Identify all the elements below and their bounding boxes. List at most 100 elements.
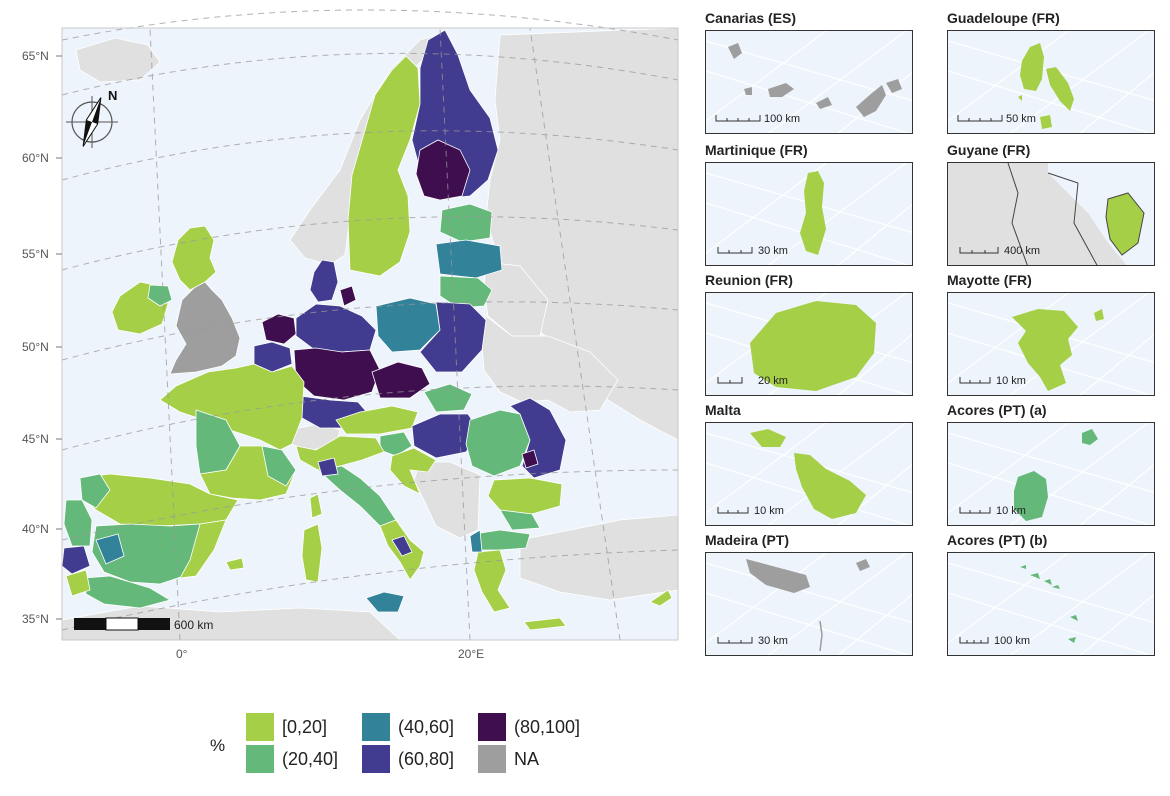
legend-swatch	[246, 713, 274, 741]
legend-label: [0,20]	[282, 716, 328, 737]
region-sicily	[365, 591, 405, 613]
region-greece-west	[469, 529, 483, 553]
inset-frame: 30 km	[705, 552, 913, 656]
inset-frame: 30 km	[705, 162, 913, 266]
region-bulgaria-south	[499, 509, 541, 531]
lat-label-65: 65°N	[22, 49, 49, 63]
region-balearics	[225, 557, 245, 571]
region-romania-east	[509, 397, 567, 479]
inset-frame: 10 km	[947, 422, 1155, 526]
legend-title: %	[210, 736, 226, 755]
inset-scale-label: 10 km	[996, 375, 1026, 387]
region-latvia	[435, 239, 503, 279]
region-spain-east	[179, 519, 227, 579]
inset-title: Martinique (FR)	[705, 142, 808, 158]
inset-frame: 400 km	[947, 162, 1155, 266]
region-ireland-east	[147, 284, 173, 307]
region-spain-madrid	[95, 533, 125, 565]
legend-item: (80,100]	[478, 712, 580, 742]
region-poland-west	[375, 297, 441, 353]
region-bulgaria	[487, 477, 563, 515]
legend-label: (40,60]	[398, 716, 455, 737]
region-sardinia	[301, 523, 323, 583]
inset-title: Guyane (FR)	[947, 142, 1031, 158]
region-denmark-islands	[339, 285, 357, 307]
region-poland-east	[419, 301, 487, 373]
region-italy-lazio	[317, 457, 339, 477]
legend-item: NA	[478, 744, 539, 774]
inset-title: Malta	[705, 402, 741, 418]
inset-scale-label: 10 km	[996, 505, 1026, 517]
inset-title: Guadeloupe (FR)	[947, 10, 1060, 26]
region-crete	[523, 617, 567, 631]
inset-scale-label: 30 km	[758, 245, 788, 257]
region-germany-north	[295, 303, 377, 353]
non-eu-land	[61, 27, 679, 641]
region-austria	[335, 405, 419, 435]
inset-scale-label: 100 km	[764, 113, 800, 125]
map-frame	[61, 27, 679, 641]
region-italy-puglia	[391, 535, 413, 557]
lat-label-40: 40°N	[22, 522, 49, 536]
region-spain-galicia	[79, 473, 111, 509]
region-croatia	[389, 447, 437, 495]
longitude-labels: 0° 20°E	[176, 647, 484, 661]
legend-swatch	[478, 745, 506, 773]
region-greece-south	[473, 549, 511, 613]
main-map: 65°N 60°N 55°N 50°N 45°N 40°N 35°N 0° 20…	[22, 9, 679, 661]
legend: % [0,20] (20,40] (40,60] (60,80] (80,100…	[210, 712, 630, 778]
region-sweden	[347, 55, 421, 277]
legend-swatch	[362, 745, 390, 773]
inset-frame: 10 km	[705, 422, 913, 526]
legend-label: (20,40]	[282, 748, 339, 769]
north-arrow: N	[66, 88, 118, 148]
legend-label: (60,80]	[398, 748, 455, 769]
legend-swatch	[478, 713, 506, 741]
legend-label: (80,100]	[514, 716, 581, 737]
lon-label-20e: 20°E	[458, 647, 484, 661]
inset-frame: 20 km	[705, 292, 913, 396]
scalebar-label: 600 km	[174, 618, 213, 632]
region-portugal-south	[65, 569, 91, 597]
inset-title: Mayotte (FR)	[947, 272, 1032, 288]
lat-label-35: 35°N	[22, 612, 49, 626]
inset-scale-label: 400 km	[1004, 245, 1040, 257]
inset-scale-label: 30 km	[758, 635, 788, 647]
region-italy-north	[295, 435, 385, 471]
legend-item: (20,40]	[246, 744, 338, 774]
region-romania-west	[465, 409, 531, 477]
inset-frame: 10 km	[947, 292, 1155, 396]
inset-frame: 100 km	[705, 30, 913, 134]
region-denmark	[309, 259, 339, 303]
region-estonia	[439, 203, 493, 243]
scalebar: 600 km	[74, 617, 213, 632]
inset-frame: 50 km	[947, 30, 1155, 134]
legend-swatch	[246, 745, 274, 773]
region-scotland	[171, 225, 217, 291]
region-czechia	[371, 361, 431, 399]
latitude-labels: 65°N 60°N 55°N 50°N 45°N 40°N 35°N	[22, 49, 62, 626]
inset-scale-label: 10 km	[754, 505, 784, 517]
region-france-north	[159, 363, 305, 451]
graticule	[61, 9, 679, 641]
inset-title: Reunion (FR)	[705, 272, 793, 288]
inset-scale-label: 50 km	[1006, 113, 1036, 125]
region-cyprus	[649, 589, 673, 607]
north-label: N	[108, 88, 117, 103]
inset-title: Acores (PT) (b)	[947, 532, 1048, 548]
lat-label-55: 55°N	[22, 247, 49, 261]
inset-title: Acores (PT) (a)	[947, 402, 1047, 418]
inset-scale-label: 100 km	[994, 635, 1030, 647]
region-romania-capital	[521, 449, 539, 469]
legend-item: (60,80]	[362, 744, 454, 774]
lat-label-60: 60°N	[22, 151, 49, 165]
inset-title: Canarias (ES)	[705, 10, 797, 26]
inset-frame: 100 km	[947, 552, 1155, 656]
lon-label-0: 0°	[176, 647, 188, 661]
legend-label: NA	[514, 748, 540, 769]
inset-scale-label: 20 km	[758, 375, 788, 387]
region-france-southeast	[261, 445, 297, 487]
inset-title: Madeira (PT)	[705, 532, 790, 548]
lat-label-45: 45°N	[22, 432, 49, 446]
legend-swatch	[362, 713, 390, 741]
